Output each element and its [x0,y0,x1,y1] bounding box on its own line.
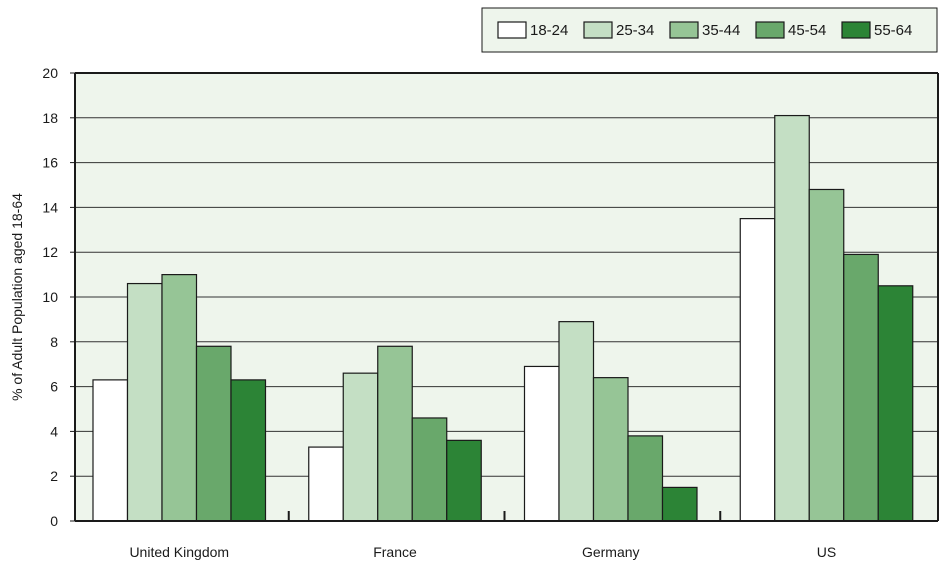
y-tick-label: 0 [50,513,58,529]
y-tick-labels: 0 2 4 6 8 10 12 14 16 18 20 [42,65,75,529]
bar-45-54-united-kingdom [195,345,232,522]
bar-45-54-us [843,253,879,522]
bar-55-64-germany [661,486,698,522]
legend-label: 25-34 [616,22,654,39]
bar-45-54-germany [627,435,664,522]
bar-35-44-us [808,188,845,522]
y-tick-label: 12 [42,244,58,260]
bar-18-24-us [739,218,776,522]
legend-swatch-18-24 [497,21,527,39]
y-tick-label: 4 [50,423,58,439]
y-tick-label: 8 [50,334,58,350]
bar-25-34-us [774,114,810,522]
x-category-label: US [817,544,836,560]
legend-label: 18-24 [530,22,568,39]
x-category-label: Germany [582,544,640,560]
bar-55-64-united-kingdom [230,379,267,522]
y-axis-title: % of Adult Population aged 18-64 [9,193,25,401]
legend-swatch-35-44 [669,21,699,39]
x-category-label: United Kingdom [129,544,229,560]
bar-45-54-france [411,417,448,522]
bar-55-64-us [877,285,914,522]
y-tick-label: 6 [50,379,58,395]
y-tick-label: 18 [42,110,58,126]
legend-swatch-45-54 [755,21,785,39]
x-category-label: France [373,544,417,560]
bar-55-64-france [446,439,482,522]
bar-25-34-united-kingdom [126,282,163,522]
y-tick-label: 2 [50,468,58,484]
legend: 18-24 25-34 35-44 45-54 55-64 [481,7,938,53]
legend-swatch-25-34 [583,21,613,39]
bar-25-34-germany [558,321,595,522]
legend-label: 35-44 [702,22,740,39]
bar-35-44-france [377,345,413,522]
bar-35-44-united-kingdom [161,274,198,522]
legend-label: 45-54 [788,22,826,39]
legend-label: 55-64 [874,22,912,39]
bar-18-24-germany [523,365,560,522]
bars [92,114,914,522]
y-tick-label: 16 [42,155,58,171]
x-category-labels: United Kingdom France Germany US [129,544,836,560]
y-tick-label: 10 [42,289,58,305]
bar-18-24-united-kingdom [92,379,129,522]
legend-swatch-55-64 [841,21,871,39]
bar-35-44-germany [592,377,629,522]
bar-25-34-france [342,372,379,522]
bar-18-24-france [308,446,344,522]
y-tick-label: 14 [42,199,58,215]
y-tick-label: 20 [42,65,58,81]
